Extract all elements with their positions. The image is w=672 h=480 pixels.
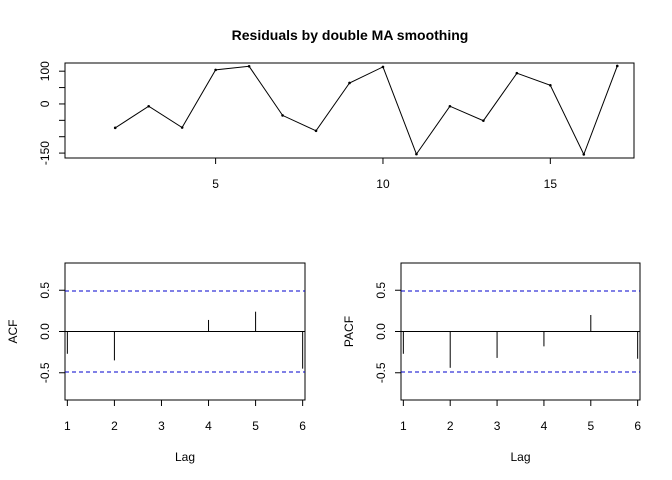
y-tick-label: 0 <box>38 100 52 107</box>
residual-point <box>247 64 251 68</box>
y-tick-label: -0.5 <box>374 362 388 383</box>
x-tick-label: 6 <box>299 419 306 433</box>
x-axis-label: Lag <box>175 450 195 464</box>
residual-point <box>281 114 284 117</box>
y-tick-label: 0.0 <box>374 323 388 340</box>
x-tick-label: 3 <box>494 419 501 433</box>
x-tick-label: 1 <box>400 419 407 433</box>
residual-point <box>214 68 217 72</box>
x-tick-label: 5 <box>212 177 219 191</box>
y-tick-label: 0.5 <box>38 282 52 299</box>
residual-point <box>147 104 150 108</box>
residual-point <box>615 64 619 68</box>
residual-point <box>582 153 586 156</box>
residual-point <box>348 81 351 85</box>
acf-panel: 1 2 3 4 5 6 Lag -0.5 0.0 0.5 ACF <box>6 262 306 464</box>
x-tick-label: 2 <box>111 419 118 433</box>
x-tick-label: 5 <box>252 419 259 433</box>
residual-point <box>415 152 418 156</box>
residual-point <box>515 71 519 75</box>
residual-series-line <box>114 65 618 156</box>
x-tick-label: 5 <box>587 419 594 433</box>
y-tick-label: -0.5 <box>38 362 52 383</box>
x-axis-label: Lag <box>510 450 530 464</box>
residual-point <box>314 129 318 133</box>
x-tick-label: 2 <box>447 419 454 433</box>
residual-point <box>180 126 184 129</box>
x-tick-label: 1 <box>64 419 71 433</box>
chart-title: Residuals by double MA smoothing <box>232 27 469 43</box>
y-tick-label: 0.5 <box>374 282 388 299</box>
x-tick-label: 15 <box>544 177 558 191</box>
y-tick-label: 0.0 <box>38 323 52 340</box>
y-tick-label: -150 <box>38 141 52 165</box>
residuals-panel: Residuals by double MA smoothing 5 10 15 -15… <box>38 27 635 191</box>
residual-point <box>113 126 117 130</box>
residual-point <box>381 65 385 69</box>
x-tick-label: 4 <box>541 419 548 433</box>
y-axis-label: PACF <box>342 316 356 347</box>
residual-point <box>448 104 452 108</box>
residual-point <box>549 83 552 87</box>
y-axis-label: ACF <box>6 320 20 344</box>
plot-frame <box>64 62 635 159</box>
residual-point <box>482 119 485 122</box>
x-tick-label: 10 <box>376 177 390 191</box>
x-tick-label: 4 <box>205 419 212 433</box>
pacf-panel: 1 2 3 4 5 6 Lag -0.5 0.0 0.5 PACF <box>342 262 641 464</box>
x-tick-label: 3 <box>158 419 165 433</box>
x-tick-label: 6 <box>634 419 641 433</box>
y-tick-label: 100 <box>38 61 52 81</box>
